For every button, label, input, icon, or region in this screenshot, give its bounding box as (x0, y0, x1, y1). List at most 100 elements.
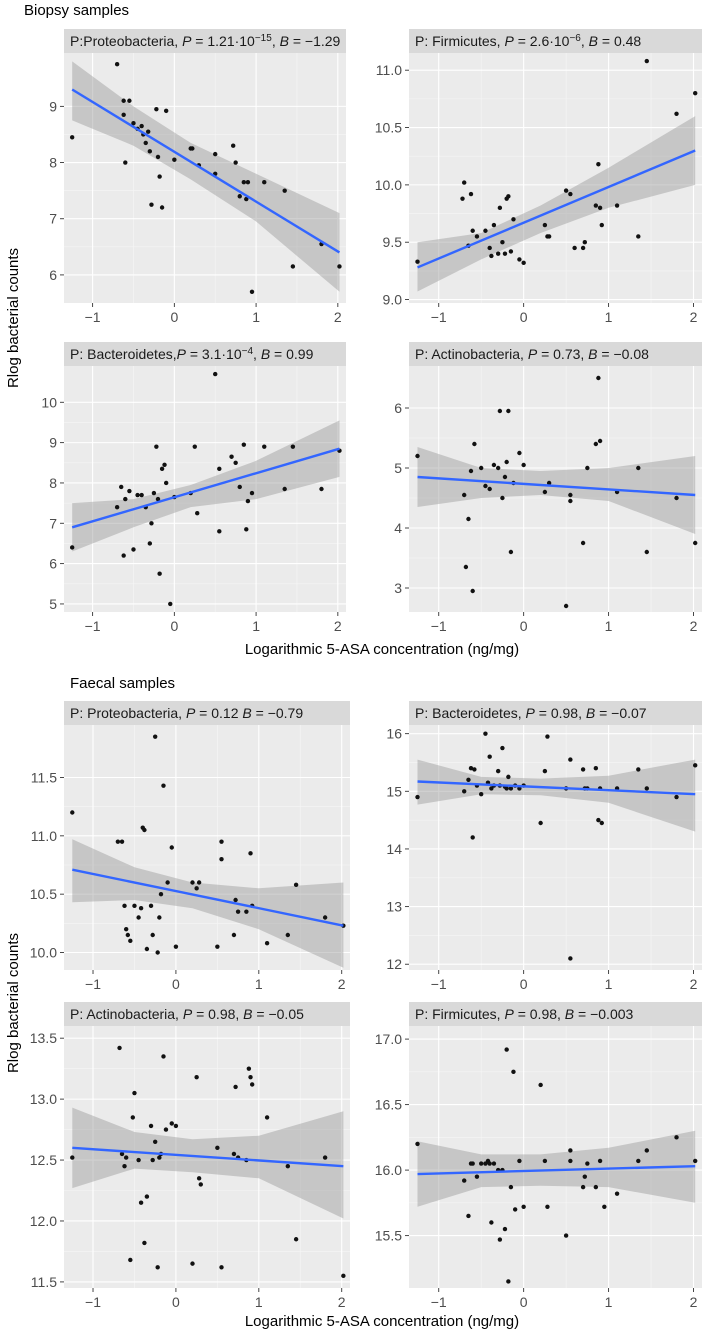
data-point (169, 845, 174, 850)
y-tick-label: 13.0 (30, 1091, 57, 1107)
x-tick-label: 2 (334, 618, 342, 634)
panel-title-part: B (589, 33, 598, 49)
panel-strip (409, 701, 702, 725)
data-point (229, 454, 234, 459)
data-point (147, 541, 153, 546)
data-point (597, 205, 603, 211)
y-tick-label: 9.0 (383, 292, 403, 308)
data-point (119, 484, 124, 490)
y-tick-label: 6 (49, 267, 57, 283)
data-point (470, 1161, 475, 1166)
panel-strip (64, 701, 350, 725)
y-tick-label: 7 (49, 515, 57, 531)
data-point (241, 180, 247, 185)
data-point (155, 154, 161, 160)
panel-title: P: Bacteroidetes, P = 0.98, B = −0.07 (415, 705, 647, 721)
data-point (468, 766, 474, 771)
data-point (568, 498, 573, 504)
data-point (155, 1265, 160, 1270)
data-point (500, 745, 505, 751)
data-point (121, 112, 126, 117)
panel-title-part: = 0.98, (514, 1006, 565, 1022)
data-point (463, 564, 469, 570)
panel-strip (64, 342, 346, 366)
data-point (563, 188, 569, 193)
data-point (563, 1233, 569, 1238)
data-point (248, 1074, 253, 1080)
data-point (644, 1148, 649, 1153)
data-point (468, 468, 474, 474)
data-point (502, 1226, 508, 1232)
data-point (219, 839, 224, 844)
data-point (415, 259, 420, 264)
data-point (192, 444, 197, 449)
y-tick-label: 8 (49, 475, 57, 491)
panel-background (409, 53, 702, 303)
data-point (460, 196, 465, 201)
data-point (546, 480, 552, 486)
data-point (241, 442, 247, 447)
data-point (285, 1163, 291, 1169)
data-point (138, 905, 144, 911)
panel-title-part: = −0.08 (598, 346, 650, 362)
data-point (131, 121, 136, 126)
data-point (123, 926, 129, 932)
panel-title: P: Bacteroidetes,P = 3.1·10−4, B = 0.99 (70, 346, 314, 363)
data-point (489, 1220, 494, 1225)
data-point (127, 98, 132, 103)
data-point (119, 1151, 125, 1157)
data-point (491, 222, 497, 228)
data-point (155, 950, 160, 955)
data-point (504, 786, 509, 791)
data-point (264, 1115, 270, 1120)
scatter-panel: P: Bacteroidetes,P = 3.1·10−4, B = 0.99−… (41, 342, 346, 634)
data-point (150, 932, 155, 938)
data-point (568, 191, 573, 197)
x-tick-label: 1 (255, 1294, 263, 1310)
x-tick-label: 2 (690, 618, 698, 634)
panel-title-part: = 3.1·10 (186, 346, 242, 362)
data-point (231, 143, 236, 148)
biopsy-x-axis-title: Logarithmic 5-ASA concentration (ng/mg) (245, 641, 519, 658)
panel-title-part: , (272, 33, 280, 49)
data-point (144, 1194, 150, 1199)
data-point (568, 956, 573, 961)
panel-title-part: P:Proteobacteria, (70, 33, 182, 49)
panel-title-part: P (186, 705, 196, 721)
data-point (143, 140, 148, 146)
data-point (596, 817, 601, 823)
data-point (285, 932, 291, 938)
panel-background (409, 366, 702, 612)
regression-line (417, 149, 696, 269)
x-tick-label: 0 (172, 976, 180, 992)
data-point (173, 1123, 179, 1129)
data-point (337, 264, 342, 269)
data-point (545, 1204, 550, 1209)
data-point (462, 789, 467, 794)
data-point (213, 371, 218, 377)
confidence-band (72, 1107, 344, 1219)
y-tick-label: 5 (394, 460, 402, 476)
data-point (521, 1204, 526, 1209)
data-point (521, 260, 526, 266)
data-point (466, 777, 471, 782)
data-point (593, 1184, 599, 1190)
x-tick-label: −1 (85, 309, 101, 325)
data-point (131, 547, 136, 552)
data-point (213, 151, 218, 157)
data-point (644, 786, 649, 791)
data-point (568, 1148, 573, 1153)
data-point (293, 882, 299, 888)
panel-title-part: = −1.29 (289, 33, 341, 49)
data-point (508, 786, 514, 791)
data-point (693, 90, 698, 96)
panel-title-part: , (253, 346, 261, 362)
data-point (169, 1121, 174, 1126)
data-point (415, 1141, 420, 1147)
data-point (568, 492, 573, 498)
y-tick-label: 11.5 (31, 1274, 57, 1290)
y-tick-label: 16.5 (375, 1097, 402, 1113)
data-point (462, 180, 467, 185)
data-point (151, 490, 157, 496)
panel-title-part: P: Bacteroidetes, (415, 705, 526, 721)
